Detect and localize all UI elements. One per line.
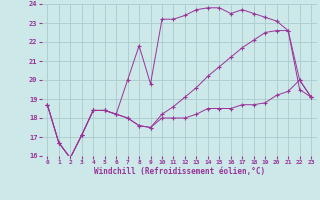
X-axis label: Windchill (Refroidissement éolien,°C): Windchill (Refroidissement éolien,°C): [94, 167, 265, 176]
